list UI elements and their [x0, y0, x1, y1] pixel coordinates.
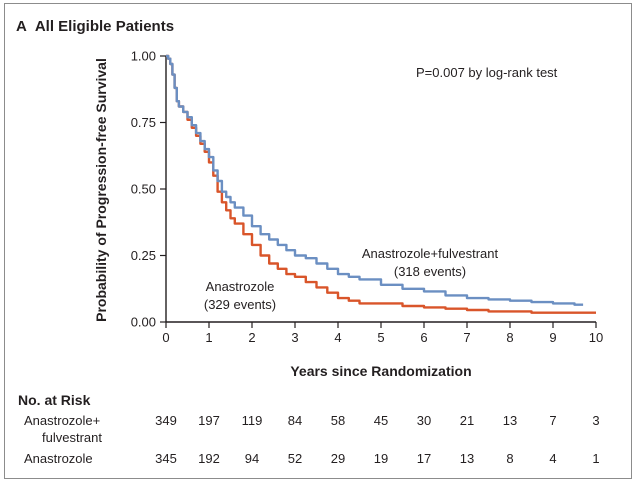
x-tick-label: 2: [248, 330, 255, 345]
risk-count: 119: [241, 413, 263, 428]
y-axis-title: Probability of Progression-free Survival: [93, 58, 109, 322]
panel-letter: A: [16, 18, 27, 35]
panel-title: A All Eligible Patients: [16, 18, 174, 35]
x-tick-label: 5: [377, 330, 384, 345]
risk-count: 52: [287, 451, 303, 466]
risk-count: 13: [502, 413, 518, 428]
risk-count: 4: [549, 451, 557, 466]
y-tick-label: 0.25: [131, 248, 156, 263]
y-tick-label: 0.50: [131, 182, 156, 197]
x-tick-label: 6: [420, 330, 427, 345]
risk-count: 13: [459, 451, 475, 466]
risk-count: 8: [506, 451, 514, 466]
risk-row-label: Anastrozole+: [24, 413, 101, 428]
risk-count: 7: [549, 413, 557, 428]
risk-count: 3: [592, 413, 600, 428]
risk-count: 84: [287, 413, 303, 428]
survival-curves: [166, 54, 596, 314]
y-tick-label: 0.00: [131, 315, 156, 330]
x-axis: 0 1 2 3 4 5 6 7 8 9 10: [162, 321, 603, 345]
risk-row-label: fulvestrant: [42, 430, 102, 445]
x-tick-label: 0: [162, 330, 169, 345]
x-tick-label: 1: [205, 330, 212, 345]
risk-count: 21: [459, 413, 475, 428]
risk-count: 17: [416, 451, 432, 466]
y-tick-label: 0.75: [131, 115, 156, 130]
risk-count: 45: [373, 413, 389, 428]
series-label-anastrozole: Anastrozole: [206, 279, 275, 294]
x-tick-label: 10: [589, 330, 603, 345]
series-label-anastrozole-fulvestrant: (318 events): [394, 264, 466, 279]
x-tick-label: 8: [506, 330, 513, 345]
x-axis-title: Years since Randomization: [290, 363, 471, 379]
risk-count: 30: [416, 413, 432, 428]
series-label-anastrozole-fulvestrant: Anastrozole+fulvestrant: [362, 246, 499, 261]
figure-border: [4, 3, 632, 479]
risk-count: 58: [330, 413, 346, 428]
p-value-annotation: P=0.007 by log-rank test: [416, 65, 558, 80]
x-tick-label: 7: [463, 330, 470, 345]
risk-count: 345: [155, 451, 177, 466]
panel-title-text: All Eligible Patients: [34, 18, 175, 35]
risk-count: 349: [155, 413, 177, 428]
risk-row-label: Anastrozole: [24, 451, 93, 466]
y-axis: 0.00 0.25 0.50 0.75 1.00: [131, 49, 167, 330]
y-tick-label: 1.00: [131, 49, 156, 64]
series-line-anastrozole-fulvestrant: [166, 54, 584, 306]
risk-count: 29: [330, 451, 346, 466]
risk-table-title: No. at Risk: [18, 392, 91, 408]
series-label-anastrozole: (329 events): [204, 297, 276, 312]
x-tick-label: 9: [549, 330, 556, 345]
risk-count: 1: [592, 451, 600, 466]
series-labels: Anastrozole+fulvestrant (318 events) Anast…: [204, 246, 499, 312]
series-line-anastrozole: [166, 54, 596, 314]
risk-count: 197: [198, 413, 220, 428]
risk-count: 192: [198, 451, 220, 466]
x-tick-label: 3: [291, 330, 298, 345]
survival-chart: 0.00 0.25 0.50 0.75 1.00 0 1 2 3 4 5 6 7 8 9 10 Anastr…: [93, 49, 603, 380]
risk-count: 94: [244, 451, 260, 466]
risk-count: 19: [373, 451, 389, 466]
x-tick-label: 4: [334, 330, 341, 345]
